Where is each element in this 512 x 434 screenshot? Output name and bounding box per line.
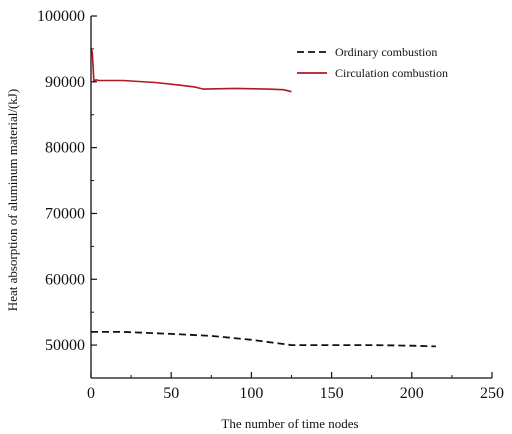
series-line-ordinary-combustion xyxy=(91,330,436,348)
x-tick-label: 50 xyxy=(163,385,179,402)
y-tick-label: 60000 xyxy=(45,271,85,288)
x-tick-label: 250 xyxy=(480,385,504,402)
axes: 0 50 100 150 200 250 50000 60000 70000 80000 90000… xyxy=(37,8,504,402)
series-line-circulation-combustion xyxy=(90,48,292,93)
legend-label: Circulation combustion xyxy=(335,66,448,80)
y-tick-label: 80000 xyxy=(45,140,85,157)
y-tick-label: 90000 xyxy=(45,74,85,91)
x-tick-label: 200 xyxy=(400,385,424,402)
y-tick-label: 70000 xyxy=(45,205,85,222)
x-tick-label: 0 xyxy=(87,385,95,402)
legend: Ordinary combustion Circulation combustio… xyxy=(297,45,448,80)
y-tick-label: 100000 xyxy=(37,8,85,25)
x-tick-label: 150 xyxy=(320,385,344,402)
y-axis-title: Heat absorption of aluminum material/(kJ… xyxy=(5,89,20,311)
x-tick-label: 100 xyxy=(239,385,263,402)
legend-label: Ordinary combustion xyxy=(335,45,437,59)
y-tick-label: 50000 xyxy=(45,337,85,354)
plot-area xyxy=(90,48,436,348)
x-axis-title: The number of time nodes xyxy=(221,416,358,431)
